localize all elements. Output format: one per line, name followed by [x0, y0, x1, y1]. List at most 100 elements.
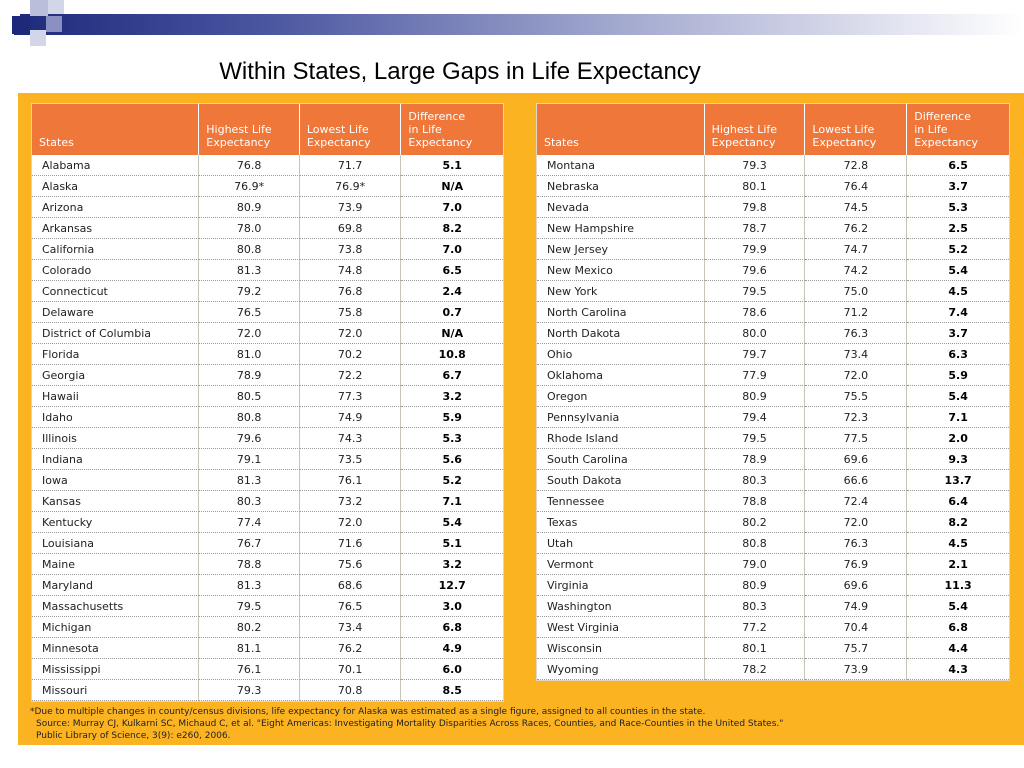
- cell-state: Kentucky: [32, 512, 200, 533]
- table-row: Kentucky 77.4 72.0 5.4: [32, 512, 503, 533]
- cell-lowest: 76.2: [805, 218, 908, 239]
- header-highest-line1: Highest Life: [711, 123, 778, 136]
- cell-difference: N/A: [401, 323, 503, 344]
- cell-state: Kansas: [32, 491, 200, 512]
- cell-highest: 80.9: [704, 386, 806, 407]
- cell-difference: 4.3: [907, 659, 1009, 680]
- cell-highest: 80.2: [199, 617, 300, 638]
- cell-difference: 10.8: [401, 344, 503, 365]
- cell-lowest: 75.0: [805, 281, 908, 302]
- cell-lowest: 72.0: [299, 323, 402, 344]
- cell-lowest: 77.3: [299, 386, 402, 407]
- header-difference-line3: Expectancy: [914, 136, 979, 149]
- cell-highest: 80.0: [704, 323, 806, 344]
- header-difference-line1: Difference: [914, 110, 971, 123]
- table-row: Nebraska 80.1 76.4 3.7: [537, 176, 1009, 197]
- cell-state: New York: [537, 281, 705, 302]
- cell-state: Colorado: [32, 260, 200, 281]
- header-highest: Highest Life Expectancy: [705, 104, 806, 155]
- cell-highest: 76.9*: [199, 176, 300, 197]
- cell-lowest: 70.2: [299, 344, 402, 365]
- cell-state: Georgia: [32, 365, 200, 386]
- cell-state: Arkansas: [32, 218, 200, 239]
- table-row: Rhode Island 79.5 77.5 2.0: [537, 428, 1009, 449]
- table-row: New Jersey 79.9 74.7 5.2: [537, 239, 1009, 260]
- header-difference-line2: in Life: [408, 123, 442, 136]
- cell-lowest: 68.6: [299, 575, 402, 596]
- table-row: Pennsylvania 79.4 72.3 7.1: [537, 407, 1009, 428]
- cell-difference: 4.5: [907, 533, 1009, 554]
- cell-highest: 81.1: [199, 638, 300, 659]
- header-difference: Difference in Life Expectancy: [401, 104, 503, 155]
- table-row: Oregon 80.9 75.5 5.4: [537, 386, 1009, 407]
- header-difference-line3: Expectancy: [408, 136, 473, 149]
- cell-state: Wyoming: [537, 659, 705, 680]
- cell-state: Missouri: [32, 680, 200, 701]
- cell-state: Massachusetts: [32, 596, 200, 617]
- cell-state: Ohio: [537, 344, 705, 365]
- header-highest-label: Highest Life Expectancy: [712, 123, 777, 149]
- cell-difference: 8.2: [907, 512, 1009, 533]
- cell-lowest: 69.8: [299, 218, 402, 239]
- cell-highest: 79.1: [199, 449, 300, 470]
- cell-state: Maryland: [32, 575, 200, 596]
- cell-highest: 80.1: [704, 176, 806, 197]
- cell-state: Arizona: [32, 197, 200, 218]
- cell-state: New Mexico: [537, 260, 705, 281]
- table-row: Arizona 80.9 73.9 7.0: [32, 197, 503, 218]
- table-row: Hawaii 80.5 77.3 3.2: [32, 386, 503, 407]
- cell-lowest: 77.5: [805, 428, 908, 449]
- cell-state: Idaho: [32, 407, 200, 428]
- cell-lowest: 74.9: [299, 407, 402, 428]
- cell-difference: 5.2: [907, 239, 1009, 260]
- cell-highest: 81.3: [199, 260, 300, 281]
- table-row: Minnesota 81.1 76.2 4.9: [32, 638, 503, 659]
- cell-lowest: 72.0: [805, 365, 908, 386]
- deco-square-mid: [46, 16, 62, 32]
- cell-difference: 8.2: [401, 218, 503, 239]
- header-difference-label: Difference in Life Expectancy: [914, 110, 978, 149]
- cell-lowest: 75.5: [805, 386, 908, 407]
- cell-highest: 79.5: [704, 281, 806, 302]
- cell-state: Nebraska: [537, 176, 705, 197]
- cell-difference: 6.0: [401, 659, 503, 680]
- cell-highest: 79.6: [199, 428, 300, 449]
- header-states-label: States: [39, 136, 74, 149]
- cell-difference: 6.8: [401, 617, 503, 638]
- deco-square-light: [30, 30, 46, 46]
- cell-difference: 6.3: [907, 344, 1009, 365]
- cell-highest: 72.0: [199, 323, 300, 344]
- cell-highest: 80.8: [199, 239, 300, 260]
- cell-highest: 80.8: [704, 533, 806, 554]
- cell-state: Delaware: [32, 302, 200, 323]
- cell-highest: 80.1: [704, 638, 806, 659]
- cell-difference: 3.7: [907, 176, 1009, 197]
- cell-state: Minnesota: [32, 638, 200, 659]
- table-row: New Mexico 79.6 74.2 5.4: [537, 260, 1009, 281]
- cell-state: West Virginia: [537, 617, 705, 638]
- deco-square-navy: [0, 0, 20, 20]
- cell-lowest: 73.9: [299, 197, 402, 218]
- header-lowest-label: Lowest Life Expectancy: [307, 123, 371, 149]
- header-states-label: States: [544, 136, 579, 149]
- cell-state: Hawaii: [32, 386, 200, 407]
- table-row: Mississippi 76.1 70.1 6.0: [32, 659, 503, 680]
- cell-difference: 5.4: [907, 386, 1009, 407]
- cell-highest: 78.7: [704, 218, 806, 239]
- table-row: California 80.8 73.8 7.0: [32, 239, 503, 260]
- cell-lowest: 74.5: [805, 197, 908, 218]
- cell-highest: 78.8: [704, 491, 806, 512]
- cell-lowest: 72.8: [805, 155, 908, 176]
- table-row: North Dakota 80.0 76.3 3.7: [537, 323, 1009, 344]
- table-row: Florida 81.0 70.2 10.8: [32, 344, 503, 365]
- footnote: *Due to multiple changes in county/censu…: [30, 706, 1020, 742]
- cell-difference: 7.0: [401, 239, 503, 260]
- cell-difference: 4.4: [907, 638, 1009, 659]
- table-panel: States Highest Life Expectancy Lowest Lif…: [18, 93, 1024, 745]
- deco-square-light: [48, 0, 64, 14]
- cell-lowest: 70.4: [805, 617, 908, 638]
- cell-lowest: 76.2: [299, 638, 402, 659]
- cell-state: Oregon: [537, 386, 705, 407]
- cell-highest: 80.9: [199, 197, 300, 218]
- cell-difference: 5.6: [401, 449, 503, 470]
